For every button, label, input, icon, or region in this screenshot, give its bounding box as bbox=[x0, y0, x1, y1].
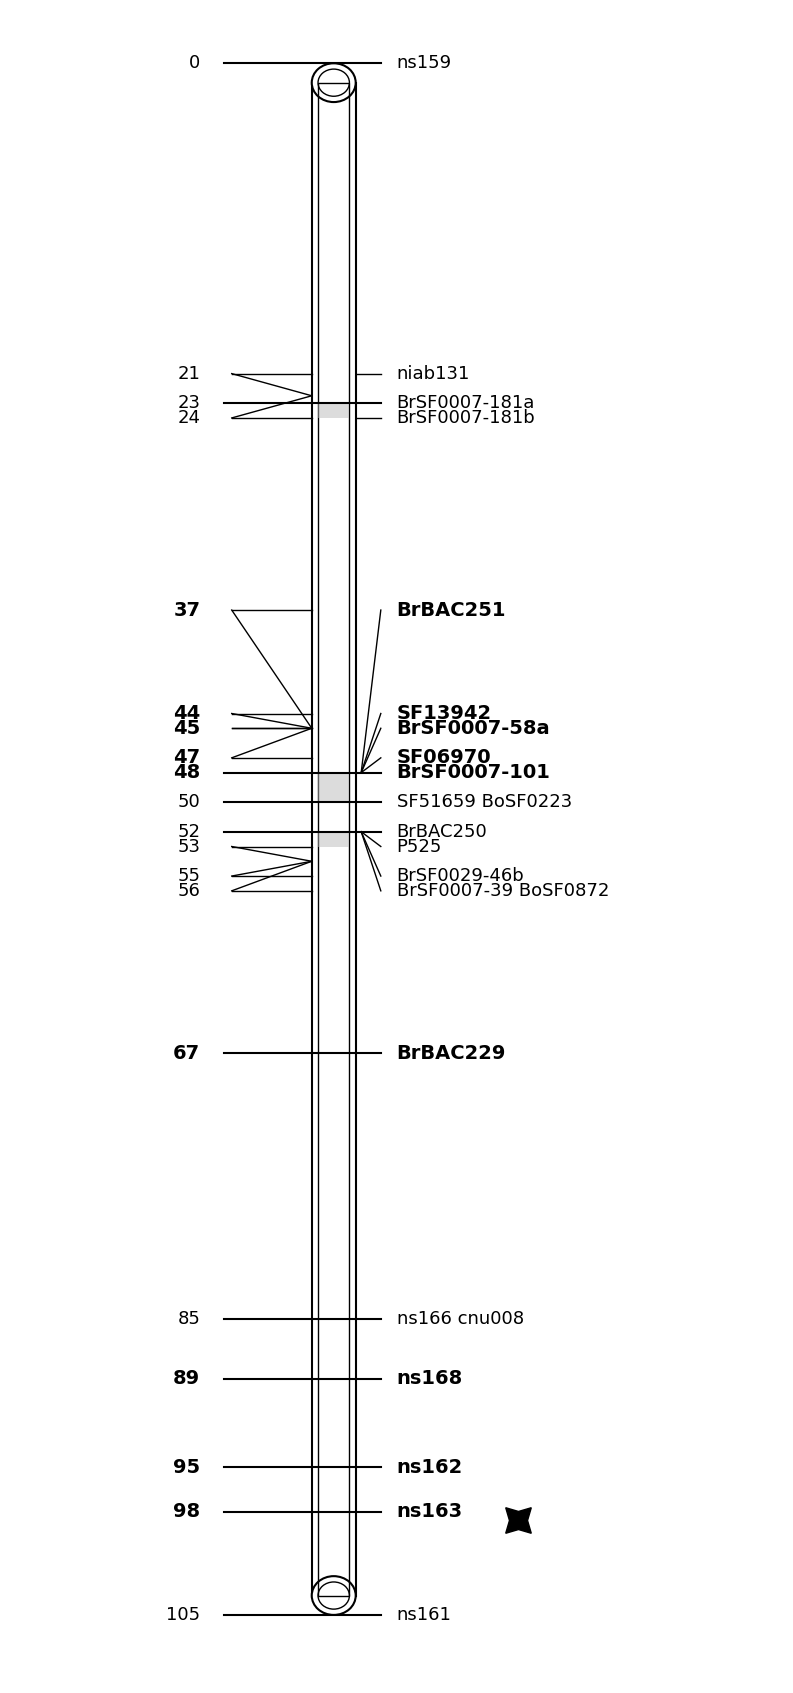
Text: 24: 24 bbox=[178, 410, 201, 427]
Text: ns162: ns162 bbox=[396, 1458, 463, 1476]
Text: niab131: niab131 bbox=[396, 364, 470, 383]
Text: BrSF0007-58a: BrSF0007-58a bbox=[396, 720, 550, 738]
Bar bbox=[318, 403, 350, 418]
Text: BrBAC250: BrBAC250 bbox=[396, 823, 487, 841]
Text: 67: 67 bbox=[173, 1045, 201, 1063]
Text: SF06970: SF06970 bbox=[396, 748, 491, 767]
Text: 98: 98 bbox=[173, 1502, 201, 1520]
Text: 95: 95 bbox=[173, 1458, 201, 1476]
Text: 56: 56 bbox=[178, 882, 201, 901]
Text: 53: 53 bbox=[178, 838, 201, 855]
Text: SF13942: SF13942 bbox=[396, 704, 492, 723]
Text: ns166 cnu008: ns166 cnu008 bbox=[396, 1310, 523, 1329]
Text: 85: 85 bbox=[178, 1310, 201, 1329]
Text: BrBAC251: BrBAC251 bbox=[396, 601, 506, 620]
Text: P525: P525 bbox=[396, 838, 442, 855]
Bar bbox=[312, 83, 356, 1595]
Text: 47: 47 bbox=[173, 748, 201, 767]
Text: 23: 23 bbox=[178, 394, 201, 411]
Text: BrSF0007-181b: BrSF0007-181b bbox=[396, 410, 535, 427]
Text: ns159: ns159 bbox=[396, 54, 452, 73]
Text: BrSF0007-39 BoSF0872: BrSF0007-39 BoSF0872 bbox=[396, 882, 609, 901]
Text: ns163: ns163 bbox=[396, 1502, 462, 1520]
Bar bbox=[318, 831, 350, 846]
Text: SF51659 BoSF0223: SF51659 BoSF0223 bbox=[396, 792, 572, 811]
Bar bbox=[318, 772, 350, 802]
Text: BrSF0007-101: BrSF0007-101 bbox=[396, 764, 550, 782]
Text: 52: 52 bbox=[178, 823, 201, 841]
Text: 105: 105 bbox=[167, 1607, 201, 1624]
Text: 21: 21 bbox=[178, 364, 201, 383]
Text: 37: 37 bbox=[174, 601, 201, 620]
Text: 45: 45 bbox=[173, 720, 201, 738]
Text: 55: 55 bbox=[178, 867, 201, 885]
Ellipse shape bbox=[312, 1576, 356, 1615]
Ellipse shape bbox=[312, 63, 356, 102]
Text: 89: 89 bbox=[173, 1370, 201, 1388]
Text: 44: 44 bbox=[173, 704, 201, 723]
Text: BrBAC229: BrBAC229 bbox=[396, 1045, 506, 1063]
Text: 0: 0 bbox=[189, 54, 201, 73]
Text: BrSF0029-46b: BrSF0029-46b bbox=[396, 867, 524, 885]
Text: ns161: ns161 bbox=[396, 1607, 451, 1624]
Bar bbox=[318, 83, 350, 1595]
Text: 48: 48 bbox=[173, 764, 201, 782]
Text: BrSF0007-181a: BrSF0007-181a bbox=[396, 394, 534, 411]
Text: 50: 50 bbox=[178, 792, 201, 811]
Text: ns168: ns168 bbox=[396, 1370, 463, 1388]
